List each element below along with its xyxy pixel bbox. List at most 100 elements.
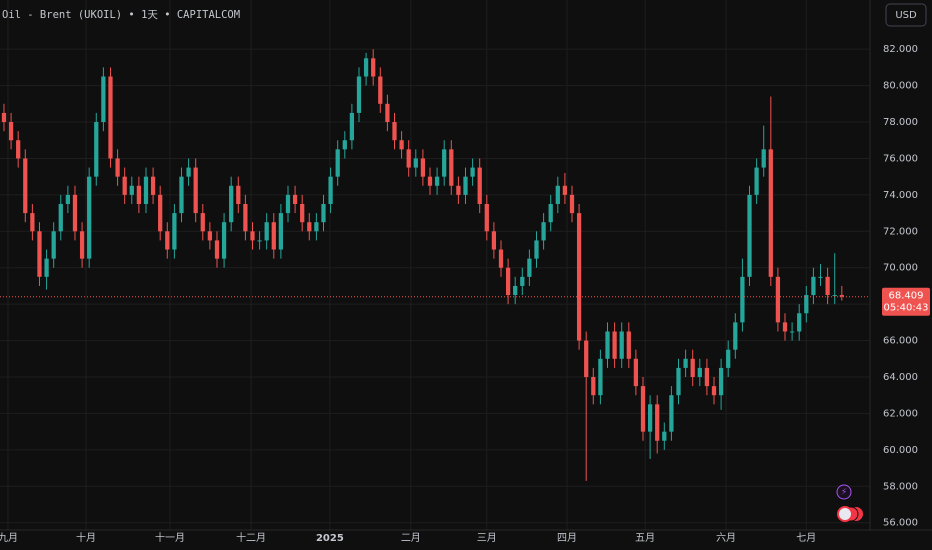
candle-body (399, 140, 404, 150)
candle-body (87, 176, 92, 259)
candle-body (243, 203, 248, 232)
candle-body (108, 76, 113, 159)
candle-body (72, 194, 78, 232)
candle-body (740, 276, 745, 323)
candle-body (555, 185, 560, 204)
event-icon[interactable] (836, 484, 852, 500)
candle-body (314, 222, 319, 232)
candle-body (150, 176, 156, 195)
candle-body (761, 149, 766, 168)
candle-body (619, 331, 624, 359)
candle-body (8, 122, 14, 141)
candle-body (278, 213, 284, 250)
candle-body (51, 231, 56, 259)
candle-body (662, 431, 667, 441)
candle-body (307, 222, 312, 232)
y-tick-label: 64.000 (883, 372, 918, 383)
candle-body (427, 176, 433, 186)
candle-body (335, 149, 340, 177)
y-tick-label: 70.000 (883, 263, 918, 274)
x-tick-label: 十一月 (155, 531, 185, 544)
candle-body (470, 167, 475, 177)
candle-body (640, 386, 646, 432)
y-tick-label: 58.000 (883, 481, 918, 492)
candle-body (548, 203, 553, 223)
candle-body (292, 194, 298, 204)
candle-body (65, 194, 71, 204)
candle-body (505, 267, 511, 296)
candle-body (718, 367, 724, 396)
candle-body (612, 331, 617, 359)
candle-body (37, 231, 42, 277)
candle-body (804, 295, 809, 314)
candle-body (527, 258, 532, 277)
candle-body (520, 276, 525, 286)
candle-body (449, 149, 454, 186)
candle-body (94, 122, 99, 177)
candle-body (321, 203, 326, 223)
candle-body (16, 140, 21, 159)
candle-body (655, 404, 660, 441)
candle-body (236, 185, 241, 204)
candle-body (193, 167, 198, 214)
candle-body (442, 149, 447, 177)
candle-body (683, 358, 688, 368)
candle-body (264, 222, 269, 241)
grid (0, 0, 870, 530)
candle-body (825, 276, 830, 296)
candle-body (285, 194, 291, 214)
last-price-label: 68.409 (889, 291, 924, 302)
candle-body (591, 377, 596, 396)
candle-body (23, 158, 28, 214)
candle-body (562, 185, 568, 195)
candle-body (115, 158, 120, 177)
candle-body (598, 358, 603, 396)
candle-body (775, 276, 781, 323)
candle-body (122, 176, 127, 195)
y-tick-label: 66.000 (883, 336, 918, 347)
candle-body (754, 167, 759, 195)
candle-body (58, 203, 63, 232)
y-tick-label: 78.000 (883, 117, 918, 128)
x-tick-label: 四月 (557, 532, 577, 544)
candle-body (513, 285, 518, 296)
candle-body (647, 404, 653, 432)
x-tick-label: 十二月 (236, 531, 266, 544)
candle-body (491, 231, 497, 250)
candle-body (356, 76, 362, 113)
x-tick-label: 九月 (0, 532, 18, 544)
candle-body (378, 76, 383, 104)
candle-body (271, 222, 276, 250)
y-tick-label: 56.000 (883, 518, 918, 529)
candle-body (136, 185, 142, 204)
currency-label: USD (895, 10, 917, 21)
candle-body (711, 386, 717, 396)
candle-body (541, 222, 546, 241)
candle-body (406, 149, 411, 168)
y-tick-label: 60.000 (883, 445, 918, 456)
candle-body (747, 194, 752, 277)
y-tick-label: 76.000 (883, 153, 918, 164)
candle-body (782, 322, 788, 332)
candle-body (818, 276, 823, 278)
x-tick-label: 六月 (716, 532, 736, 544)
candles (1, 49, 844, 481)
candle-body (832, 295, 837, 297)
candle-body (44, 258, 49, 277)
candle-body (584, 340, 589, 378)
countdown-label: 05:40:43 (884, 303, 929, 314)
candle-body (839, 295, 844, 297)
candle-body (172, 213, 177, 250)
currency-button[interactable] (885, 3, 927, 27)
candle-body (704, 367, 710, 387)
event-icon[interactable] (837, 506, 853, 522)
y-tick-label: 82.000 (883, 44, 918, 55)
x-tick-label: 五月 (635, 532, 655, 544)
candle-body (434, 176, 440, 186)
candle-body (1, 112, 7, 123)
candle-body (129, 185, 134, 195)
x-tick-label: 三月 (477, 532, 497, 544)
candle-body (768, 149, 773, 277)
